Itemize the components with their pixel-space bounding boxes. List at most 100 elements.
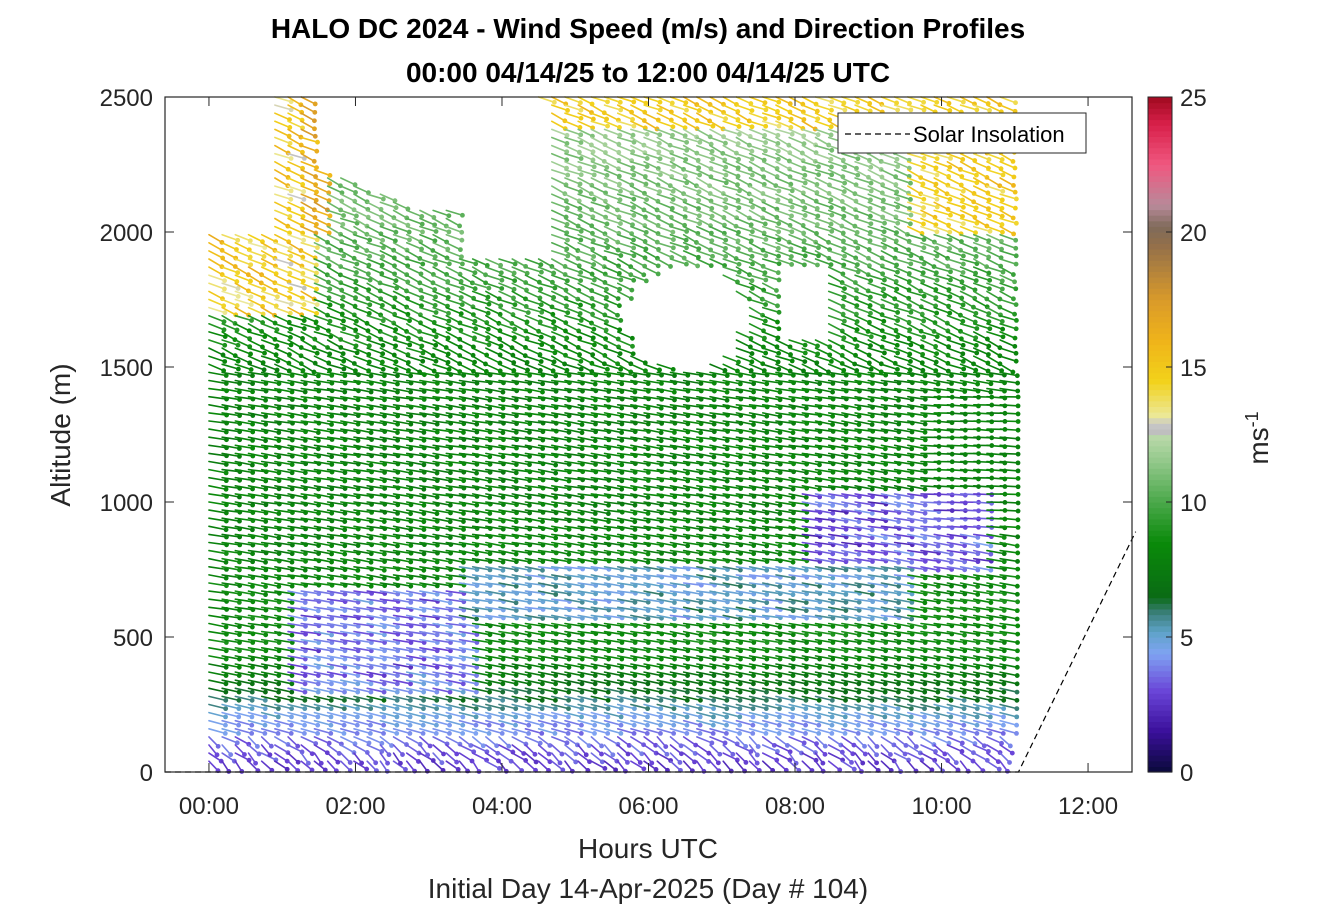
wind-arrow-head — [500, 543, 506, 549]
wind-arrow — [326, 387, 346, 393]
wind-arrow — [221, 484, 241, 490]
wind-arrow-head — [395, 478, 400, 484]
wind-arrow — [260, 436, 280, 442]
wind-arrow — [313, 744, 329, 754]
wind-arrow-head — [223, 624, 229, 630]
wind-arrow-head — [288, 261, 294, 267]
wind-arrow-head — [342, 673, 348, 678]
wind-arrow-head — [236, 681, 242, 687]
wind-arrow-head — [276, 656, 282, 662]
wind-arrow — [247, 517, 267, 523]
wind-arrow — [208, 541, 228, 546]
wind-arrow-head — [658, 438, 664, 444]
wind-arrow — [287, 533, 307, 538]
wind-arrow — [313, 274, 330, 283]
wind-arrow — [300, 549, 320, 555]
wind-arrow — [274, 193, 292, 201]
wind-arrow-head — [557, 760, 563, 766]
wind-arrow — [287, 371, 306, 377]
wind-arrow — [274, 736, 289, 746]
wind-arrow-head — [631, 99, 637, 105]
wind-arrow-head — [592, 600, 598, 606]
wind-arrow-head — [526, 730, 531, 736]
wind-arrow — [274, 590, 294, 595]
wind-arrow — [313, 209, 331, 217]
wind-arrow-head — [250, 656, 255, 662]
wind-arrow-head — [512, 278, 518, 284]
wind-arrow — [326, 452, 346, 458]
wind-arrow — [208, 428, 228, 433]
wind-arrow-head — [329, 681, 334, 687]
wind-arrow-head — [553, 592, 559, 597]
wind-arrow-head — [312, 109, 318, 115]
wind-arrow — [274, 655, 293, 660]
wind-arrow-head — [355, 543, 361, 548]
wind-arrow-head — [394, 722, 400, 728]
wind-arrow-head — [249, 681, 255, 687]
wind-arrow-head — [316, 543, 321, 548]
wind-arrow — [247, 444, 267, 449]
wind-arrow-head — [223, 429, 229, 435]
wind-arrow-head — [395, 576, 400, 581]
wind-arrow-head — [553, 495, 559, 500]
wind-arrow-head — [342, 656, 348, 662]
wind-arrow — [300, 331, 316, 340]
wind-arrow — [313, 484, 333, 490]
wind-arrow — [287, 96, 302, 106]
wind-arrow — [260, 663, 280, 669]
wind-arrow — [260, 242, 276, 252]
wind-arrow — [260, 258, 277, 267]
wind-arrow — [313, 687, 333, 693]
wind-arrow-head — [553, 697, 558, 703]
wind-arrow — [287, 152, 306, 160]
wind-arrow — [221, 703, 240, 710]
wind-arrow-head — [441, 751, 446, 757]
wind-arrow-head — [434, 405, 440, 411]
wind-arrow — [287, 719, 306, 726]
wind-arrow-head — [645, 559, 651, 565]
wind-arrow-head — [619, 462, 625, 468]
wind-arrow-head — [236, 714, 242, 720]
wind-arrow — [300, 112, 316, 122]
wind-arrow-head — [395, 381, 400, 387]
wind-arrow — [326, 290, 344, 298]
wind-arrow-head — [434, 494, 440, 500]
wind-arrow-head — [276, 616, 282, 622]
wind-arrow — [274, 638, 294, 644]
wind-arrow — [274, 752, 288, 762]
wind-arrow — [260, 460, 281, 465]
wind-arrow — [208, 233, 223, 244]
wind-arrow — [208, 638, 228, 644]
wind-arrow-head — [645, 706, 651, 712]
wind-arrow — [274, 387, 293, 393]
wind-arrow — [326, 363, 345, 370]
wind-arrow — [300, 274, 318, 282]
wind-arrow — [221, 331, 236, 341]
wind-arrow — [300, 606, 320, 612]
wind-arrow-head — [248, 367, 254, 372]
wind-arrow-head — [250, 470, 256, 475]
wind-arrow — [340, 727, 358, 735]
wind-arrow — [274, 242, 292, 250]
wind-arrow-head — [373, 760, 379, 766]
wind-arrow-head — [368, 714, 373, 720]
wind-arrow — [234, 395, 254, 400]
wind-arrow — [208, 403, 227, 409]
wind-arrow — [313, 266, 329, 276]
wind-arrow-head — [342, 470, 348, 476]
wind-arrow-head — [629, 335, 635, 341]
wind-arrow — [300, 161, 318, 169]
wind-arrow-head — [486, 722, 492, 728]
wind-arrow — [247, 355, 264, 364]
wind-arrow-head — [301, 155, 307, 161]
wind-arrow — [326, 177, 342, 187]
wind-arrow — [234, 598, 254, 603]
wind-arrow-head — [526, 722, 532, 728]
wind-arrow — [221, 736, 239, 744]
wind-arrow-head — [276, 673, 282, 678]
wind-arrow-head — [606, 575, 611, 581]
wind-arrow — [326, 306, 344, 315]
wind-arrow-head — [289, 405, 295, 410]
wind-arrow-head — [564, 205, 570, 211]
wind-arrow — [287, 104, 303, 114]
